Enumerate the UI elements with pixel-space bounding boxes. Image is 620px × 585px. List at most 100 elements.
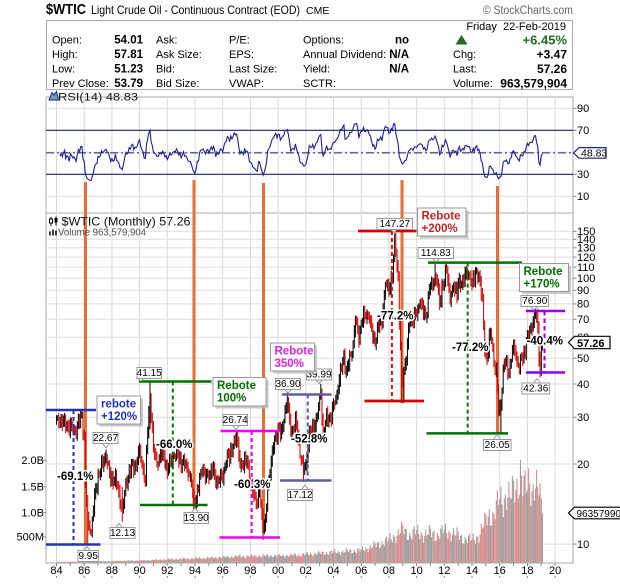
svg-text:08: 08 xyxy=(383,565,395,577)
svg-text:Options:: Options: xyxy=(303,35,344,47)
svg-text:N/A: N/A xyxy=(389,64,409,76)
svg-text:51.23: 51.23 xyxy=(114,64,143,76)
svg-text:26.05: 26.05 xyxy=(485,440,510,451)
svg-text:98: 98 xyxy=(244,565,256,577)
svg-text:41.15: 41.15 xyxy=(137,368,162,379)
svg-text:80: 80 xyxy=(577,299,589,311)
svg-text:Last:: Last: xyxy=(453,64,477,76)
svg-text:EPS:: EPS: xyxy=(229,49,254,61)
svg-text:+3.47: +3.47 xyxy=(537,48,568,62)
svg-text:Rebote: Rebote xyxy=(275,346,314,358)
svg-text:rebote: rebote xyxy=(101,399,136,411)
svg-text:94: 94 xyxy=(189,565,201,577)
svg-text:54.01: 54.01 xyxy=(114,35,143,47)
svg-text:-60.3%: -60.3% xyxy=(234,479,270,491)
svg-text:20: 20 xyxy=(549,565,561,577)
svg-text:VWAP:: VWAP: xyxy=(229,78,264,90)
svg-text:18: 18 xyxy=(521,565,533,577)
svg-text:10: 10 xyxy=(410,565,422,577)
svg-text:RSI(14) 48.83: RSI(14) 48.83 xyxy=(58,92,138,104)
svg-text:100%: 100% xyxy=(217,393,246,405)
svg-text:+6.45%: +6.45% xyxy=(523,33,568,48)
svg-text:Ask Size:: Ask Size: xyxy=(156,49,202,61)
svg-text:Rebote: Rebote xyxy=(217,380,256,392)
svg-text:53.79: 53.79 xyxy=(114,78,143,90)
svg-text:1.5B: 1.5B xyxy=(21,482,44,494)
svg-text:147.27: 147.27 xyxy=(380,219,411,230)
svg-text:-77.2%: -77.2% xyxy=(377,311,413,323)
svg-text:57.81: 57.81 xyxy=(114,49,143,61)
svg-text:-69.1%: -69.1% xyxy=(57,471,93,483)
svg-text:30: 30 xyxy=(577,412,589,424)
svg-text:Chg:: Chg: xyxy=(453,49,476,61)
svg-text:+120%: +120% xyxy=(101,411,137,423)
svg-text:Light Crude Oil - Continuous C: Light Crude Oil - Continuous Contract (E… xyxy=(91,3,300,17)
svg-text:10: 10 xyxy=(577,539,589,551)
svg-text:16: 16 xyxy=(494,565,506,577)
svg-text:04: 04 xyxy=(327,565,339,577)
svg-text:Rebote: Rebote xyxy=(422,211,461,223)
svg-text:SCTR:: SCTR: xyxy=(303,78,336,90)
svg-text:Yield:: Yield: xyxy=(303,64,330,76)
svg-text:Ask:: Ask: xyxy=(156,35,177,47)
svg-text:+170%: +170% xyxy=(524,279,560,291)
svg-text:48.83: 48.83 xyxy=(581,148,607,160)
svg-text:50: 50 xyxy=(577,353,589,365)
svg-text:10: 10 xyxy=(577,191,589,203)
svg-text:42.36: 42.36 xyxy=(523,384,548,395)
svg-text:70: 70 xyxy=(577,125,589,137)
svg-text:Open:: Open: xyxy=(52,35,82,47)
svg-text:963579904: 963579904 xyxy=(577,509,620,520)
svg-text:$WTIC: $WTIC xyxy=(46,2,86,18)
svg-text:12.13: 12.13 xyxy=(110,528,135,539)
svg-text:84: 84 xyxy=(50,565,62,577)
svg-text:Prev Close:: Prev Close: xyxy=(52,78,109,90)
svg-text:22.67: 22.67 xyxy=(93,433,118,444)
svg-text:96: 96 xyxy=(217,565,229,577)
svg-text:Volume:: Volume: xyxy=(453,78,493,90)
svg-text:-40.4%: -40.4% xyxy=(527,336,563,348)
svg-text:26.74: 26.74 xyxy=(223,415,248,426)
svg-text:92: 92 xyxy=(161,565,173,577)
svg-text:963,579,904: 963,579,904 xyxy=(500,77,567,91)
svg-text:Volume 963,579,904: Volume 963,579,904 xyxy=(58,227,146,239)
svg-text:N/A: N/A xyxy=(389,49,409,61)
svg-text:06: 06 xyxy=(355,565,367,577)
svg-text:9.95: 9.95 xyxy=(78,551,98,562)
svg-text:90: 90 xyxy=(577,103,589,115)
svg-text:40: 40 xyxy=(577,379,589,391)
svg-text:2.0B: 2.0B xyxy=(21,455,44,467)
svg-text:High:: High: xyxy=(52,49,78,61)
svg-text:500M: 500M xyxy=(16,532,44,544)
svg-text:-77.2%: -77.2% xyxy=(452,342,488,354)
svg-text:100: 100 xyxy=(577,273,595,285)
svg-text:Low:: Low: xyxy=(52,64,75,76)
svg-text:30: 30 xyxy=(577,169,589,181)
svg-text:P/E:: P/E: xyxy=(229,35,250,47)
svg-text:02: 02 xyxy=(300,565,312,577)
svg-text:Annual Dividend:: Annual Dividend: xyxy=(303,49,386,61)
svg-text:57.26: 57.26 xyxy=(577,338,605,350)
svg-text:-66.0%: -66.0% xyxy=(156,439,192,451)
svg-text:Last Size:: Last Size: xyxy=(229,64,277,76)
svg-text:350%: 350% xyxy=(275,358,304,370)
svg-text:150: 150 xyxy=(577,226,595,238)
svg-text:114.83: 114.83 xyxy=(421,248,451,259)
svg-text:76.90: 76.90 xyxy=(522,296,547,307)
svg-text:1.0B: 1.0B xyxy=(21,507,44,519)
svg-text:00: 00 xyxy=(272,565,284,577)
svg-text:12: 12 xyxy=(438,565,450,577)
svg-text:+200%: +200% xyxy=(422,223,458,235)
svg-text:20: 20 xyxy=(577,459,589,471)
svg-text:Bid:: Bid: xyxy=(156,64,175,76)
svg-text:no: no xyxy=(395,35,409,47)
svg-text:57.26: 57.26 xyxy=(537,62,567,76)
svg-text:Rebote: Rebote xyxy=(524,266,563,278)
svg-text:© StockCharts.com: © StockCharts.com xyxy=(483,5,573,17)
svg-text:86: 86 xyxy=(78,565,90,577)
svg-text:14: 14 xyxy=(466,565,478,577)
svg-text:Bid Size:: Bid Size: xyxy=(156,78,199,90)
svg-text:90: 90 xyxy=(133,565,145,577)
svg-text:17.12: 17.12 xyxy=(287,490,312,501)
svg-text:88: 88 xyxy=(106,565,118,577)
